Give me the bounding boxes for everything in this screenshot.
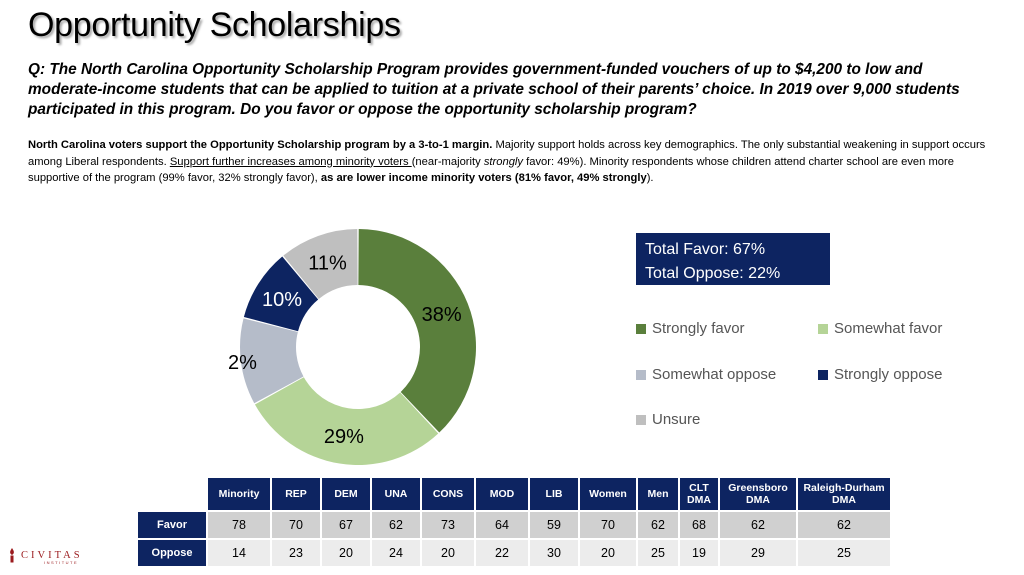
survey-question: Q: The North Carolina Opportunity Schola… — [28, 61, 960, 118]
table-header-row: Minority REP DEM UNA CONS MOD LIB Women … — [138, 478, 890, 510]
table-cell: 20 — [322, 540, 370, 566]
col-header: UNA — [372, 478, 420, 510]
legend-somewhat-oppose: Somewhat oppose — [636, 366, 776, 383]
legend-somewhat-favor: Somewhat favor — [818, 320, 942, 337]
table-row: Oppose 14 23 20 24 20 22 30 20 25 19 29 … — [138, 540, 890, 566]
table-cell: 30 — [530, 540, 578, 566]
donut-slice-strongly-favor — [358, 229, 476, 433]
col-header: Greensboro DMA — [720, 478, 796, 510]
legend-label: Unsure — [652, 411, 701, 428]
legend-label: Somewhat favor — [834, 320, 943, 337]
table-cell: 73 — [422, 512, 474, 538]
donut-slice-unsure — [283, 229, 358, 299]
col-header: CLT DMA — [680, 478, 718, 510]
summary-text: Majority support holds across key demogr… — [28, 139, 986, 168]
legend-label: Strongly favor — [652, 320, 745, 337]
legend-label: Somewhat oppose — [652, 366, 777, 383]
table-cell: 70 — [580, 512, 636, 538]
summary-bold-lead: North Carolina voters support the Opport… — [28, 139, 493, 151]
table-cell: 62 — [798, 512, 890, 538]
col-header: MOD — [476, 478, 528, 510]
donut-slice-somewhat-oppose — [240, 318, 304, 404]
donut-label: 12% — [228, 352, 257, 374]
col-header: CONS — [422, 478, 474, 510]
donut-label: 38% — [422, 304, 462, 326]
donut-slice-somewhat-favor — [254, 377, 439, 465]
donut-label: 11% — [308, 252, 347, 274]
summary-italic: strongly — [483, 155, 524, 168]
table-cell: 62 — [720, 512, 796, 538]
col-header: Minority — [208, 478, 270, 510]
legend-swatch — [636, 323, 646, 334]
donut-slice-strongly-oppose — [243, 256, 319, 332]
table-cell: 24 — [372, 540, 420, 566]
col-header: DEM — [322, 478, 370, 510]
table-cell: 67 — [322, 512, 370, 538]
legend-label: Strongly oppose — [834, 366, 943, 383]
table-corner — [138, 478, 206, 510]
table-cell: 68 — [680, 512, 718, 538]
table-cell: 20 — [580, 540, 636, 566]
legend-unsure: Unsure — [636, 411, 700, 428]
col-header: Women — [580, 478, 636, 510]
donut-label: 29% — [324, 426, 364, 448]
table-cell: 14 — [208, 540, 270, 566]
legend-swatch — [818, 369, 828, 380]
row-label: Favor — [138, 512, 206, 538]
table-cell: 29 — [720, 540, 796, 566]
col-header: Men — [638, 478, 678, 510]
table-row: Favor 78 70 67 62 73 64 59 70 62 68 62 6… — [138, 512, 890, 538]
summary-paragraph: North Carolina voters support the Opport… — [28, 137, 993, 187]
logo-name: CIVITAS — [21, 549, 83, 561]
col-header: LIB — [530, 478, 578, 510]
total-oppose: Total Oppose: 22% — [645, 265, 781, 282]
table-cell: 20 — [422, 540, 474, 566]
logo-subtitle: INSTITUTE — [44, 560, 79, 565]
summary-text: favor: 49%). Minority respondents whose … — [28, 155, 954, 185]
table-cell: 70 — [272, 512, 320, 538]
table-cell: 78 — [208, 512, 270, 538]
summary-underlined: Support further increases among minority… — [169, 155, 412, 168]
table-cell: 25 — [798, 540, 890, 566]
table-cell: 59 — [530, 512, 578, 538]
table-cell: 62 — [372, 512, 420, 538]
torch-icon — [10, 548, 14, 563]
totals-box: Total Favor: 67% Total Oppose: 22% — [636, 233, 830, 285]
table-cell: 23 — [272, 540, 320, 566]
col-header: REP — [272, 478, 320, 510]
legend-strongly-favor: Strongly favor — [636, 320, 745, 337]
col-header: Raleigh-Durham DMA — [798, 478, 890, 510]
donut-label: 10% — [262, 289, 302, 311]
table-cell: 22 — [476, 540, 528, 566]
table-cell: 62 — [638, 512, 678, 538]
donut-chart: 38% 29% 12% 10% 11% — [228, 229, 476, 465]
table-cell: 64 — [476, 512, 528, 538]
legend-swatch — [636, 369, 646, 380]
legend-swatch — [636, 414, 646, 425]
civitas-logo: CIVITAS INSTITUTE — [6, 547, 83, 565]
results-table: Minority REP DEM UNA CONS MOD LIB Women … — [136, 476, 892, 568]
summary-text: (near-majority — [411, 155, 484, 168]
legend-strongly-oppose: Strongly oppose — [818, 366, 942, 383]
summary-bold-tail: as are lower income minority voters (81%… — [320, 172, 647, 185]
summary-text: ). — [646, 172, 654, 185]
table-cell: 19 — [680, 540, 718, 566]
row-label: Oppose — [138, 540, 206, 566]
legend-swatch — [818, 323, 828, 334]
page-title: Opportunity Scholarships — [28, 6, 401, 44]
table-cell: 25 — [638, 540, 678, 566]
total-favor: Total Favor: 67% — [645, 241, 766, 258]
